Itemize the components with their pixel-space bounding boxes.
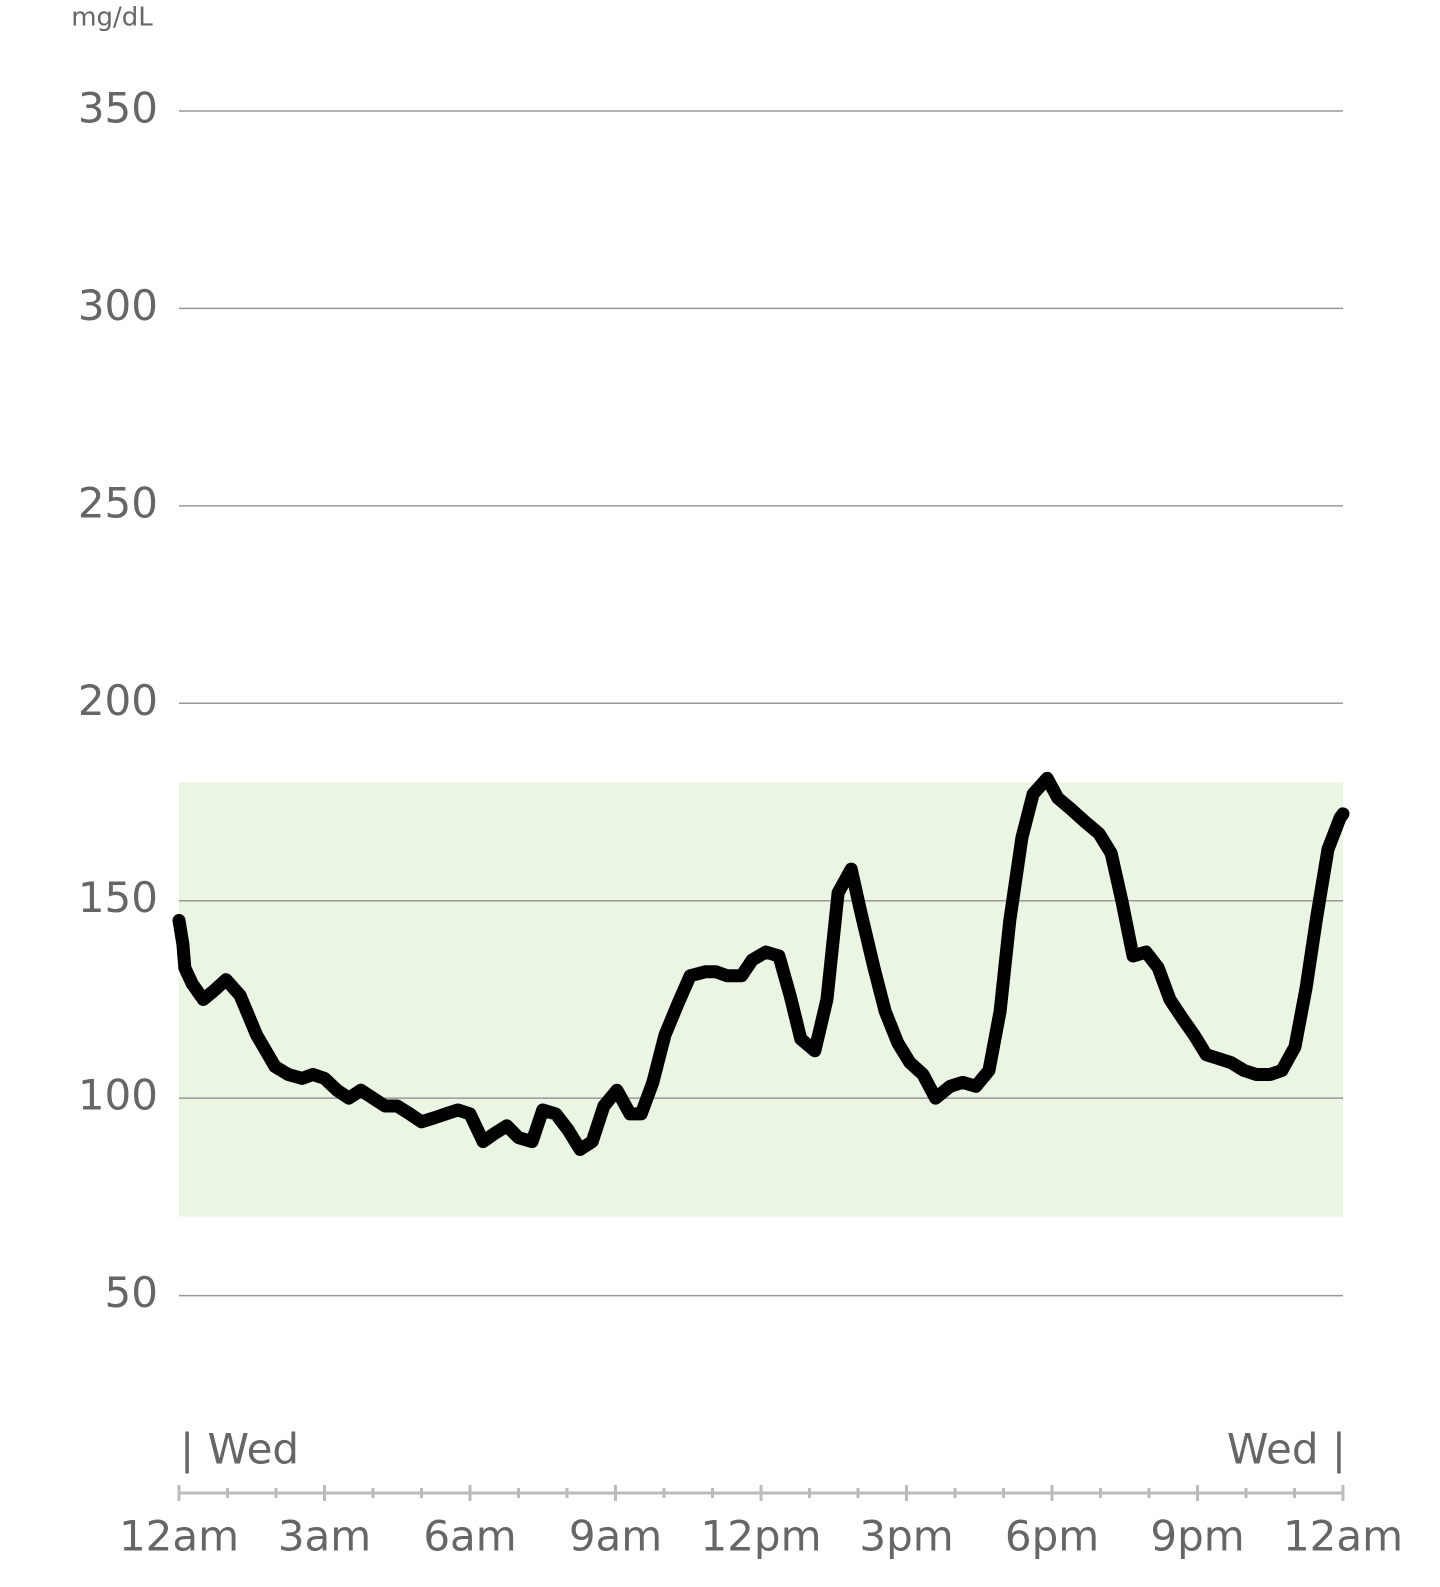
x-tick-label: 6pm bbox=[1005, 1512, 1099, 1561]
x-tick-label: 9pm bbox=[1150, 1512, 1244, 1561]
glucose-line bbox=[172, 771, 1350, 1156]
y-tick-label: 350 bbox=[78, 84, 158, 133]
x-tick-label: 9am bbox=[569, 1512, 662, 1561]
day-end-label: Wed | bbox=[1227, 1425, 1346, 1474]
target-range bbox=[179, 782, 1343, 1217]
y-tick-label: 300 bbox=[78, 281, 158, 330]
x-tick-label: 3pm bbox=[859, 1512, 953, 1561]
y-unit-label: mg/dL bbox=[71, 3, 153, 33]
y-tick-label: 100 bbox=[78, 1071, 158, 1120]
y-tick-label: 150 bbox=[78, 873, 158, 922]
x-tick-label: 12am bbox=[119, 1512, 239, 1561]
x-tick-label: 12pm bbox=[700, 1512, 821, 1561]
x-tick-label: 3am bbox=[278, 1512, 371, 1561]
x-tick-label: 6am bbox=[423, 1512, 516, 1561]
x-tick-label: 12am bbox=[1283, 1512, 1403, 1561]
day-start-label: | Wed bbox=[180, 1425, 299, 1474]
y-tick-label: 200 bbox=[78, 676, 158, 725]
y-tick-label: 50 bbox=[105, 1268, 158, 1317]
y-tick-label: 250 bbox=[78, 478, 158, 527]
